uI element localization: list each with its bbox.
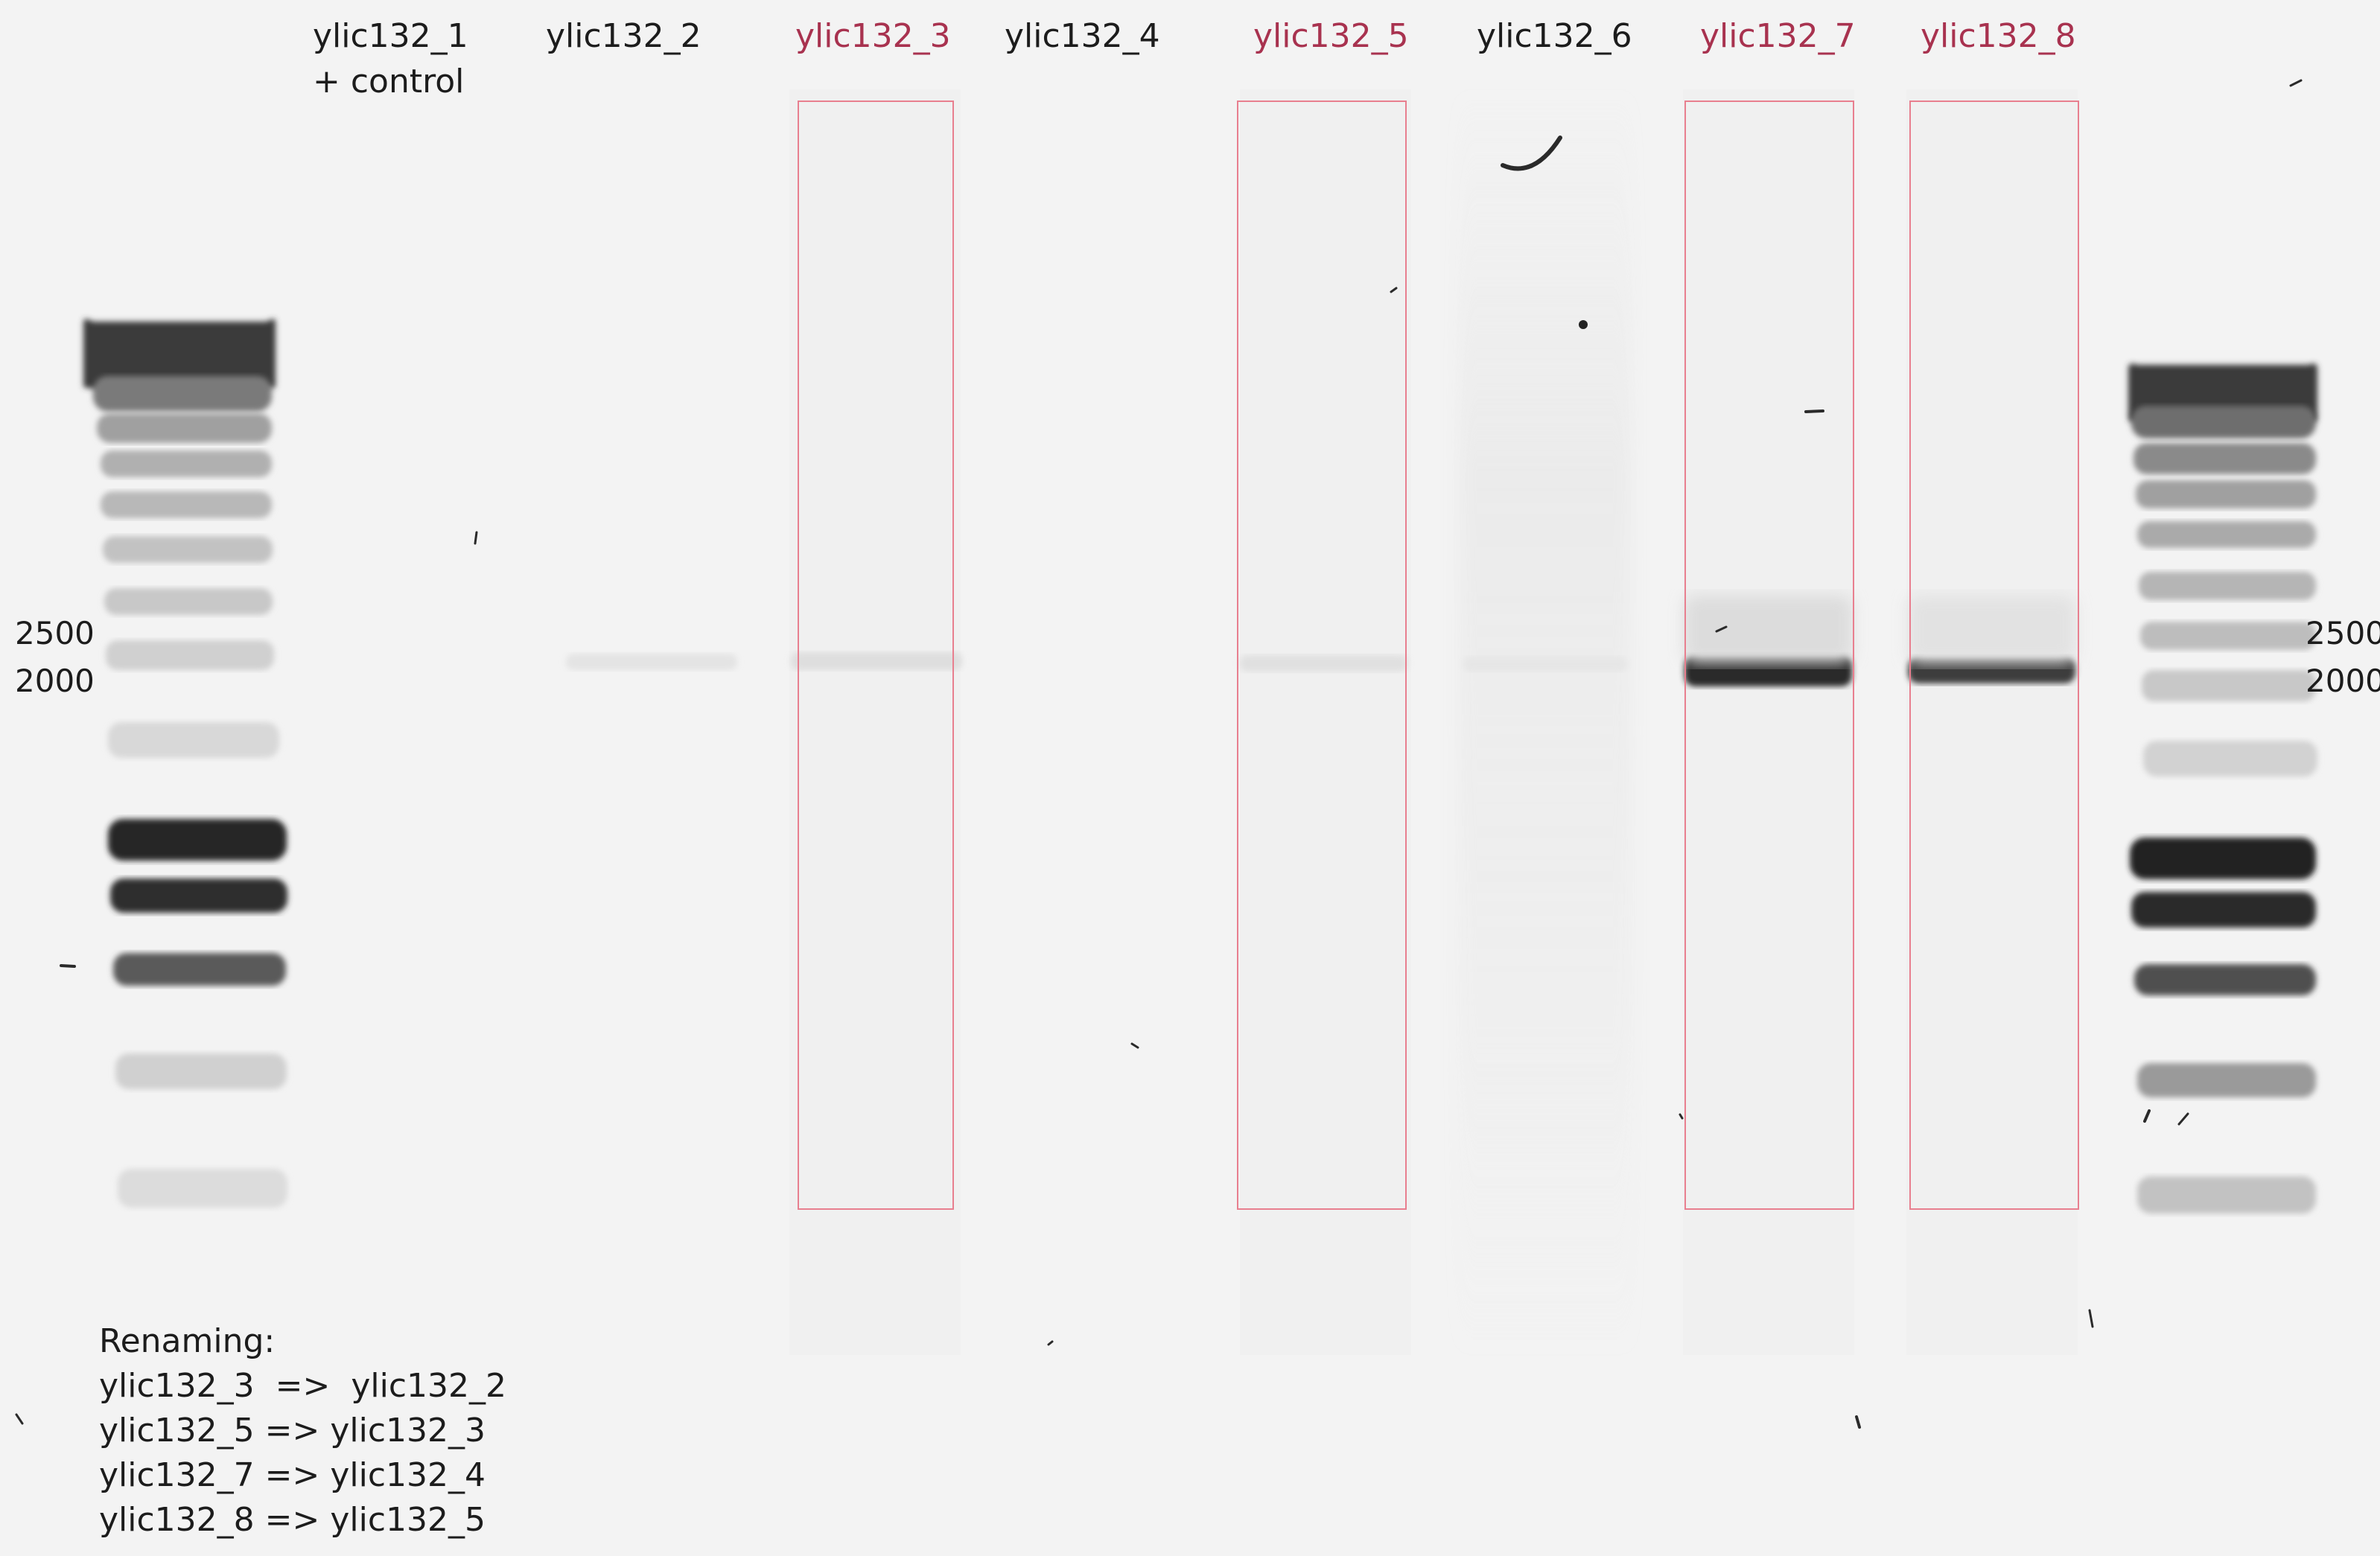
lane-background (789, 89, 2078, 1355)
lane-label-6: ylic132_6 (1477, 17, 1632, 55)
debris (15, 79, 2303, 1429)
marker-left-2500: 2500 (15, 615, 95, 651)
lane-label-2: ylic132_2 (546, 17, 701, 55)
lane-label-8: ylic132_8 (1921, 17, 2076, 55)
renaming-line-3: ylic132_7 => ylic132_4 (99, 1456, 486, 1494)
right-ladder (2128, 363, 2317, 1214)
lane-label-1: ylic132_1 (313, 17, 468, 55)
lane-label-3: ylic132_3 (795, 17, 951, 55)
highlight-box-lane-5 (1237, 101, 1407, 1210)
marker-right-2000: 2000 (2306, 663, 2380, 699)
renaming-note: Renaming: ylic132_3 => ylic132_2 ylic132… (99, 1319, 506, 1543)
lane-label-5: ylic132_5 (1253, 17, 1409, 55)
marker-right-2500: 2500 (2306, 615, 2380, 651)
renaming-line-1: ylic132_3 => ylic132_2 (99, 1367, 506, 1405)
sample-bands (566, 596, 2075, 686)
renaming-title: Renaming: (99, 1322, 276, 1360)
marker-left-2000: 2000 (15, 663, 95, 699)
highlight-box-lane-3 (798, 101, 954, 1210)
lane-label-7: ylic132_7 (1700, 17, 1856, 55)
left-ladder (83, 319, 287, 1208)
renaming-line-2: ylic132_5 => ylic132_3 (99, 1412, 486, 1450)
highlight-box-lane-8 (1909, 101, 2079, 1210)
renaming-line-4: ylic132_8 => ylic132_5 (99, 1501, 486, 1539)
lane-label-4: ylic132_4 (1005, 17, 1160, 55)
control-label: + control (313, 63, 465, 101)
highlight-box-lane-7 (1684, 101, 1854, 1210)
